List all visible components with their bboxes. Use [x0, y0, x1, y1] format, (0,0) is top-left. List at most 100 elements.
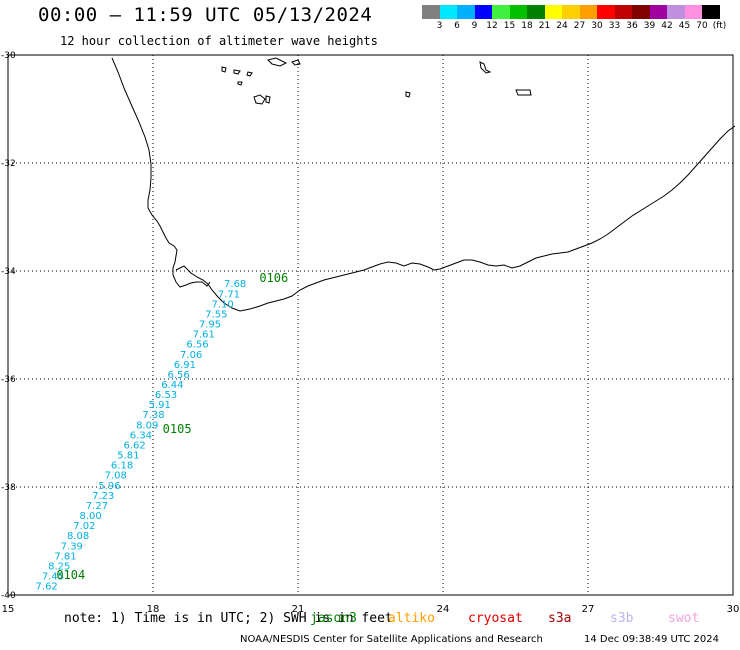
swh-value-label: 7.06 — [180, 350, 202, 361]
scale-swatch — [597, 5, 615, 19]
scale-swatch — [544, 5, 562, 19]
swh-value-label: 7.61 — [193, 330, 215, 341]
scale-swatch — [439, 5, 457, 19]
west-coast-line — [111, 57, 211, 288]
island-10 — [405, 91, 411, 98]
swh-value-label: 8.25 — [48, 561, 70, 572]
scale-label: 18 — [521, 21, 533, 31]
pass-number-label: 0104 — [56, 568, 85, 582]
coastline — [111, 57, 736, 312]
lat-tick-label: -32 — [1, 159, 16, 169]
scale-label: 21 — [538, 21, 551, 31]
scale-swatch — [509, 5, 527, 19]
lat-tick-label: -30 — [1, 51, 16, 61]
island-9 — [479, 61, 492, 74]
swh-value-label: 6.62 — [124, 440, 146, 451]
swh-value-label: 6.44 — [161, 380, 183, 391]
scale-swatch — [474, 5, 492, 19]
swh-value-label: 7.81 — [54, 551, 76, 562]
swh-value-label: 7.55 — [205, 309, 227, 320]
island-5 — [253, 94, 266, 105]
scale-swatch — [579, 5, 597, 19]
lon-tick-label: 27 — [582, 604, 595, 615]
lon-tick-label: 24 — [437, 604, 450, 615]
scale-label: 70 — [696, 21, 708, 31]
note-text: note: 1) Time is in UTC; 2) SWH is in fe… — [64, 611, 393, 626]
swh-value-label: 7.10 — [211, 299, 233, 310]
scale-swatch — [649, 5, 667, 19]
swh-value-label: 7.38 — [142, 410, 164, 421]
lon-tick-label: 21 — [292, 604, 305, 615]
island-2 — [233, 69, 241, 75]
island-6 — [265, 95, 271, 104]
swh-value-label: 5.81 — [117, 451, 139, 462]
scale-label: 39 — [643, 21, 656, 31]
pass-number-label: 0105 — [163, 422, 192, 436]
scale-swatch — [527, 5, 545, 19]
lat-tick-label: -34 — [1, 267, 16, 277]
satellite-legend-cryosat: cryosat — [468, 611, 523, 626]
scale-label: 3 — [436, 21, 443, 31]
swh-value-label: 6.18 — [111, 461, 133, 472]
scale-label: 42 — [661, 21, 673, 31]
swh-value-label: 7.02 — [73, 521, 95, 532]
swh-value-label: 7.62 — [36, 582, 58, 593]
scale-label: 45 — [678, 21, 691, 31]
satellite-legend-swot: swot — [668, 611, 700, 626]
swh-value-label: 7.68 — [224, 279, 246, 290]
swh-value-label: 7.95 — [199, 320, 221, 331]
swh-value-label: 6.56 — [186, 340, 208, 351]
satellite-legend-altiko: altiko — [388, 611, 435, 626]
swh-value-label: 5.96 — [98, 481, 120, 492]
lon-tick-label: 18 — [147, 604, 160, 615]
scale-label: 9 — [471, 21, 478, 31]
lat-tick-label: -38 — [1, 483, 16, 493]
scale-swatch — [492, 5, 510, 19]
scale-label: 15 — [503, 21, 516, 31]
island-11 — [515, 89, 532, 96]
satellite-legend-s3b: s3b — [610, 611, 634, 626]
color-scale-swatches — [422, 5, 720, 19]
swh-value-label: 7.27 — [86, 501, 108, 512]
swh-value-label: 7.23 — [92, 491, 114, 502]
south-coast-line — [175, 125, 736, 312]
island-7 — [267, 57, 288, 67]
footer-credit: NOAA/NESDIS Center for Satellite Applica… — [240, 634, 543, 645]
swh-value-label: 6.53 — [155, 390, 177, 401]
island-3 — [246, 71, 253, 77]
scale-label: 24 — [556, 21, 568, 31]
scale-label: (ft) — [712, 21, 727, 31]
scale-swatch — [614, 5, 632, 19]
lon-tick-label: 15 — [2, 604, 15, 615]
lat-tick-label: -40 — [1, 591, 16, 601]
scale-swatch — [562, 5, 580, 19]
swh-value-label: 5.91 — [149, 400, 171, 411]
scale-swatch — [702, 5, 720, 19]
scale-swatch — [422, 5, 440, 19]
lat-tick-label: -36 — [1, 375, 16, 385]
swh-value-label: 6.56 — [167, 370, 189, 381]
island-4 — [237, 81, 243, 86]
page-title: 00:00 – 11:59 UTC 05/13/2024 — [38, 4, 373, 26]
scale-label: 30 — [591, 21, 603, 31]
swh-value-label: 7.08 — [105, 471, 127, 482]
satellite-legend-s3a: s3a — [548, 611, 572, 626]
swh-value-label: 7.45 — [42, 572, 64, 583]
swh-value-label: 7.71 — [218, 289, 240, 300]
swh-value-label: 8.00 — [80, 511, 102, 522]
satellite-legend-jason3: jason3 — [310, 611, 357, 626]
color-scale-labels: 3 6 9 12 15 18 21 24 27 30 33 36 39 42 45 70 (ft) — [422, 21, 740, 35]
island-8 — [291, 59, 301, 66]
pass-number-label: 0106 — [259, 271, 288, 285]
scale-swatch — [632, 5, 650, 19]
scale-swatch — [684, 5, 702, 19]
altimeter-track: 7.687.717.107.557.957.616.567.066.916.56… — [36, 271, 289, 593]
swh-value-label: 6.91 — [174, 360, 196, 371]
scale-swatch — [667, 5, 685, 19]
scale-swatch — [457, 5, 475, 19]
scale-label: 36 — [626, 21, 638, 31]
swh-value-label: 8.08 — [67, 531, 89, 542]
scale-label: 6 — [454, 21, 460, 31]
page-subtitle: 12 hour collection of altimeter wave hei… — [60, 34, 378, 48]
